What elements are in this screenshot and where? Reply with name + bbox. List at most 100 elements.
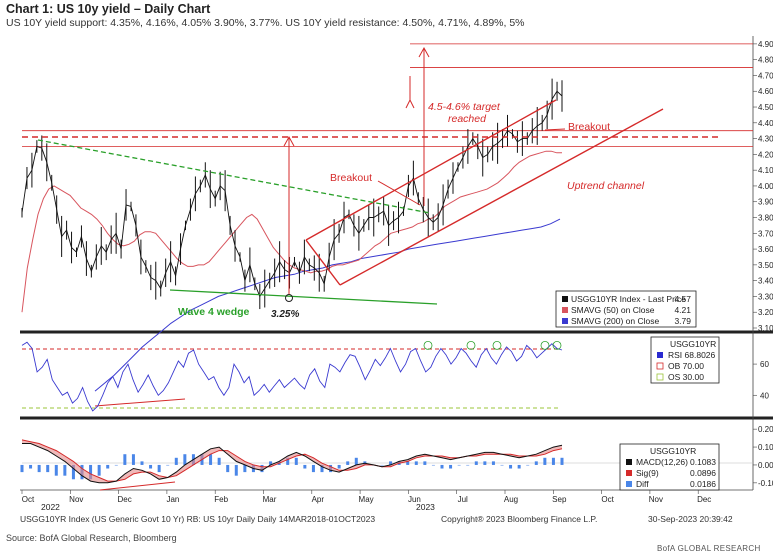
price-tick-label: 4.70 <box>758 71 773 80</box>
macd-diff-bar <box>294 457 298 465</box>
macd-diff-bar <box>243 464 247 473</box>
price-tick-label: 4.00 <box>758 182 773 191</box>
rsi-legend: USGG10YR RSI 68.8026 OB 70.00 OS 30.00 <box>650 336 720 384</box>
month-label: Oct <box>22 495 35 504</box>
macd-diff-bar <box>457 464 461 466</box>
macd-diff-bar <box>517 464 521 469</box>
macd-diff-bar <box>114 464 118 466</box>
price-line <box>21 90 563 298</box>
price-tick-label: 4.30 <box>758 135 773 144</box>
macd-diff-bar <box>466 464 470 466</box>
wave4-arrowhead <box>283 135 295 147</box>
macd-tick-label: 0.20 <box>758 425 773 434</box>
rsi-legend-label: RSI 68.8026 <box>668 350 716 360</box>
price-tick-label: 4.60 <box>758 87 773 96</box>
rsi-legend-title: USGG10YR <box>670 339 716 349</box>
month-label: Jun <box>408 495 421 504</box>
macd-diff-bar <box>209 454 213 465</box>
legend-price-value: 4.57 <box>674 294 691 304</box>
breakout-label-1: Breakout <box>330 172 372 184</box>
macd-diff-bar <box>526 464 530 466</box>
macd-tick-label: 0.10 <box>758 443 773 452</box>
channel-upper-line <box>305 99 557 241</box>
legend-sma50-label: SMAVG (50) on Close <box>571 305 655 315</box>
price-tick-label: 4.50 <box>758 103 773 112</box>
legend-price-label: USGG10YR Index - Last Price <box>571 294 686 304</box>
macd-diff-bar <box>46 464 50 473</box>
macd-diff-bar <box>311 464 315 473</box>
rsi-overbought-marker <box>492 340 502 350</box>
breakout-arrow-2 <box>544 128 566 131</box>
macd-diff-bar <box>174 457 178 465</box>
month-label: Apr <box>312 495 325 504</box>
macd-legend-sig-value: 0.0896 <box>690 468 716 478</box>
macd-line-group <box>21 439 563 484</box>
target-arrowhead <box>418 46 430 58</box>
macd-diff-bar <box>474 461 478 465</box>
macd-diff-bar <box>131 454 135 465</box>
price-tick-label: 3.30 <box>758 292 773 301</box>
year-label-2022: 2022 <box>41 502 60 512</box>
macd-diff-bar <box>140 461 144 465</box>
rsi-tick-label: 60 <box>760 360 769 369</box>
month-label: Sep <box>552 495 567 504</box>
macd-diff-bar <box>406 461 410 465</box>
macd-diff-bar <box>337 464 341 469</box>
macd-legend-diff-value: 0.0186 <box>690 479 716 489</box>
price-tick-label: 4.40 <box>758 119 773 128</box>
macd-line <box>22 443 563 484</box>
macd-diff-bar <box>286 457 290 465</box>
rsi-y-axis: 60 40 <box>753 360 769 400</box>
wedge-upper-line <box>37 139 431 214</box>
macd-diff-bar <box>234 464 238 476</box>
uptrend-channel-label: Uptrend channel <box>567 180 645 192</box>
macd-diff-bar <box>166 464 170 466</box>
macd-diff-bar <box>423 461 427 465</box>
macd-legend: USGG10YR MACD(12,26) 0.1083 Sig(9) 0.089… <box>619 443 720 491</box>
year-label-2023: 2023 <box>416 502 435 512</box>
macd-diff-bar <box>123 454 127 465</box>
x-axis-month-labels: Oct Nov Dec Jan Feb Mar Apr May Jun Jul Aug Sep Oct N… <box>21 490 711 504</box>
macd-diff-bar <box>483 461 487 465</box>
chart-title: Chart 1: US 10y yield – Daily Chart <box>6 2 211 16</box>
macd-divergence-line <box>99 481 176 491</box>
brand-text: BofA GLOBAL RESEARCH <box>657 544 761 553</box>
month-label: Nov <box>69 495 83 504</box>
macd-diff-bar <box>226 464 230 473</box>
timestamp-text: 30-Sep-2023 20:39:42 <box>648 514 733 524</box>
macd-diff-bar <box>269 461 273 465</box>
month-label: Mar <box>263 495 277 504</box>
rsi-legend-ob: OB 70.00 <box>668 361 704 371</box>
source-text: Source: BofA Global Research, Bloomberg <box>6 533 177 543</box>
chart-header: Chart 1: US 10y yield – Daily Chart US 1… <box>0 0 773 32</box>
macd-diff-bar <box>183 454 187 465</box>
rsi-line <box>21 341 563 412</box>
macd-legend-sig-label: Sig(9) <box>636 468 659 478</box>
chart-subtitle: US 10Y yield support: 4.35%, 4.16%, 4.05… <box>6 17 525 29</box>
macd-diff-bar <box>217 457 221 465</box>
breakout-arrow-1 <box>377 180 421 206</box>
price-tick-label: 4.90 <box>758 40 773 49</box>
macd-diff-bar <box>89 464 93 480</box>
month-label: Nov <box>649 495 663 504</box>
legend-sma200-label: SMAVG (200) on Close <box>571 316 659 326</box>
macd-diff-bar <box>106 464 110 469</box>
annotation-lines <box>22 46 718 295</box>
macd-y-axis: 0.20 0.10 0.00 -0.10 <box>753 425 773 488</box>
price-line-group <box>21 78 563 310</box>
macd-diff-bar <box>449 464 453 469</box>
price-y-axis: 4.90 4.80 4.70 4.60 4.50 4.40 4.30 4.20 4.10 4.00… <box>753 40 773 333</box>
month-label: Dec <box>117 495 131 504</box>
macd-diff-bar <box>346 461 350 465</box>
macd-diff-bar <box>551 457 555 465</box>
low-marker <box>285 294 293 302</box>
macd-diff-bar <box>71 464 75 480</box>
bloomberg-footer-note: USGG10YR Index (US Generic Govt 10 Yr) R… <box>20 514 376 524</box>
month-label: May <box>359 495 374 504</box>
rsi-overbought-marker <box>423 340 433 350</box>
macd-diff-bar <box>63 464 67 476</box>
wedge-lines <box>37 139 438 305</box>
legend-sma200-value: 3.79 <box>674 316 691 326</box>
macd-diff-bar <box>20 464 24 473</box>
macd-legend-diff-label: Diff <box>636 479 649 489</box>
